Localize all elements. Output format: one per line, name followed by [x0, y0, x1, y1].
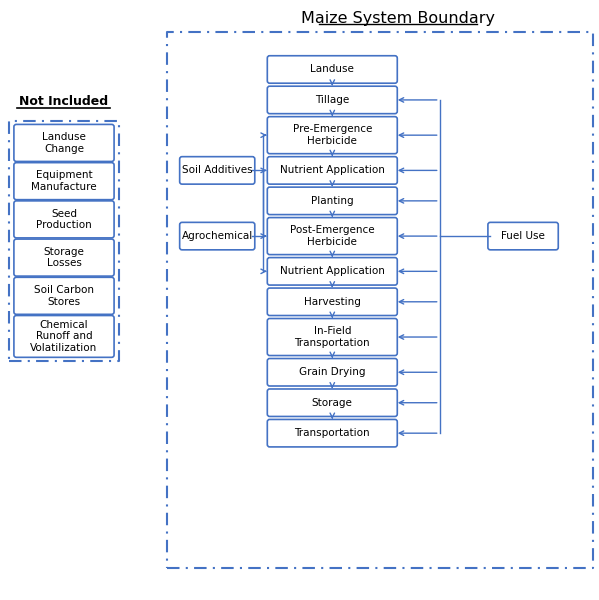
FancyBboxPatch shape — [267, 419, 397, 447]
FancyBboxPatch shape — [180, 157, 255, 184]
FancyBboxPatch shape — [14, 316, 114, 358]
Text: Transportation: Transportation — [295, 428, 370, 438]
FancyBboxPatch shape — [14, 277, 114, 314]
FancyBboxPatch shape — [267, 56, 397, 83]
Text: Landuse
Change: Landuse Change — [42, 132, 86, 154]
Text: Storage
Losses: Storage Losses — [44, 247, 84, 268]
FancyBboxPatch shape — [14, 163, 114, 200]
FancyBboxPatch shape — [14, 239, 114, 276]
Text: Tillage: Tillage — [315, 95, 349, 105]
FancyBboxPatch shape — [14, 201, 114, 238]
FancyBboxPatch shape — [180, 223, 255, 250]
Text: Harvesting: Harvesting — [304, 297, 361, 307]
Text: Pre-Emergence
Herbicide: Pre-Emergence Herbicide — [292, 124, 372, 146]
Text: Landuse: Landuse — [310, 64, 354, 74]
Text: Fuel Use: Fuel Use — [501, 231, 545, 241]
Text: In-Field
Transportation: In-Field Transportation — [295, 326, 370, 348]
FancyBboxPatch shape — [267, 187, 397, 215]
Text: Soil Additives: Soil Additives — [182, 166, 253, 175]
FancyBboxPatch shape — [267, 389, 397, 416]
FancyBboxPatch shape — [488, 223, 558, 250]
Text: Chemical
Runoff and
Volatilization: Chemical Runoff and Volatilization — [31, 320, 98, 353]
Text: Seed
Production: Seed Production — [36, 209, 92, 230]
FancyBboxPatch shape — [267, 319, 397, 356]
FancyBboxPatch shape — [267, 288, 397, 316]
Text: Storage: Storage — [312, 398, 353, 408]
FancyBboxPatch shape — [267, 218, 397, 254]
Text: Grain Drying: Grain Drying — [299, 367, 365, 377]
Text: Planting: Planting — [311, 196, 353, 206]
Text: Nutrient Application: Nutrient Application — [280, 266, 385, 277]
Text: Post-Emergence
Herbicide: Post-Emergence Herbicide — [290, 225, 374, 247]
Text: Not Included: Not Included — [19, 95, 108, 107]
Text: Nutrient Application: Nutrient Application — [280, 166, 385, 175]
Text: Agrochemical: Agrochemical — [181, 231, 253, 241]
Text: Equipment
Manufacture: Equipment Manufacture — [31, 170, 97, 192]
FancyBboxPatch shape — [267, 86, 397, 113]
FancyBboxPatch shape — [267, 157, 397, 184]
FancyBboxPatch shape — [14, 124, 114, 161]
FancyBboxPatch shape — [267, 116, 397, 154]
Text: Maize System Boundary: Maize System Boundary — [301, 11, 495, 26]
Text: Soil Carbon
Stores: Soil Carbon Stores — [34, 285, 94, 307]
FancyBboxPatch shape — [267, 359, 397, 386]
FancyBboxPatch shape — [267, 257, 397, 285]
